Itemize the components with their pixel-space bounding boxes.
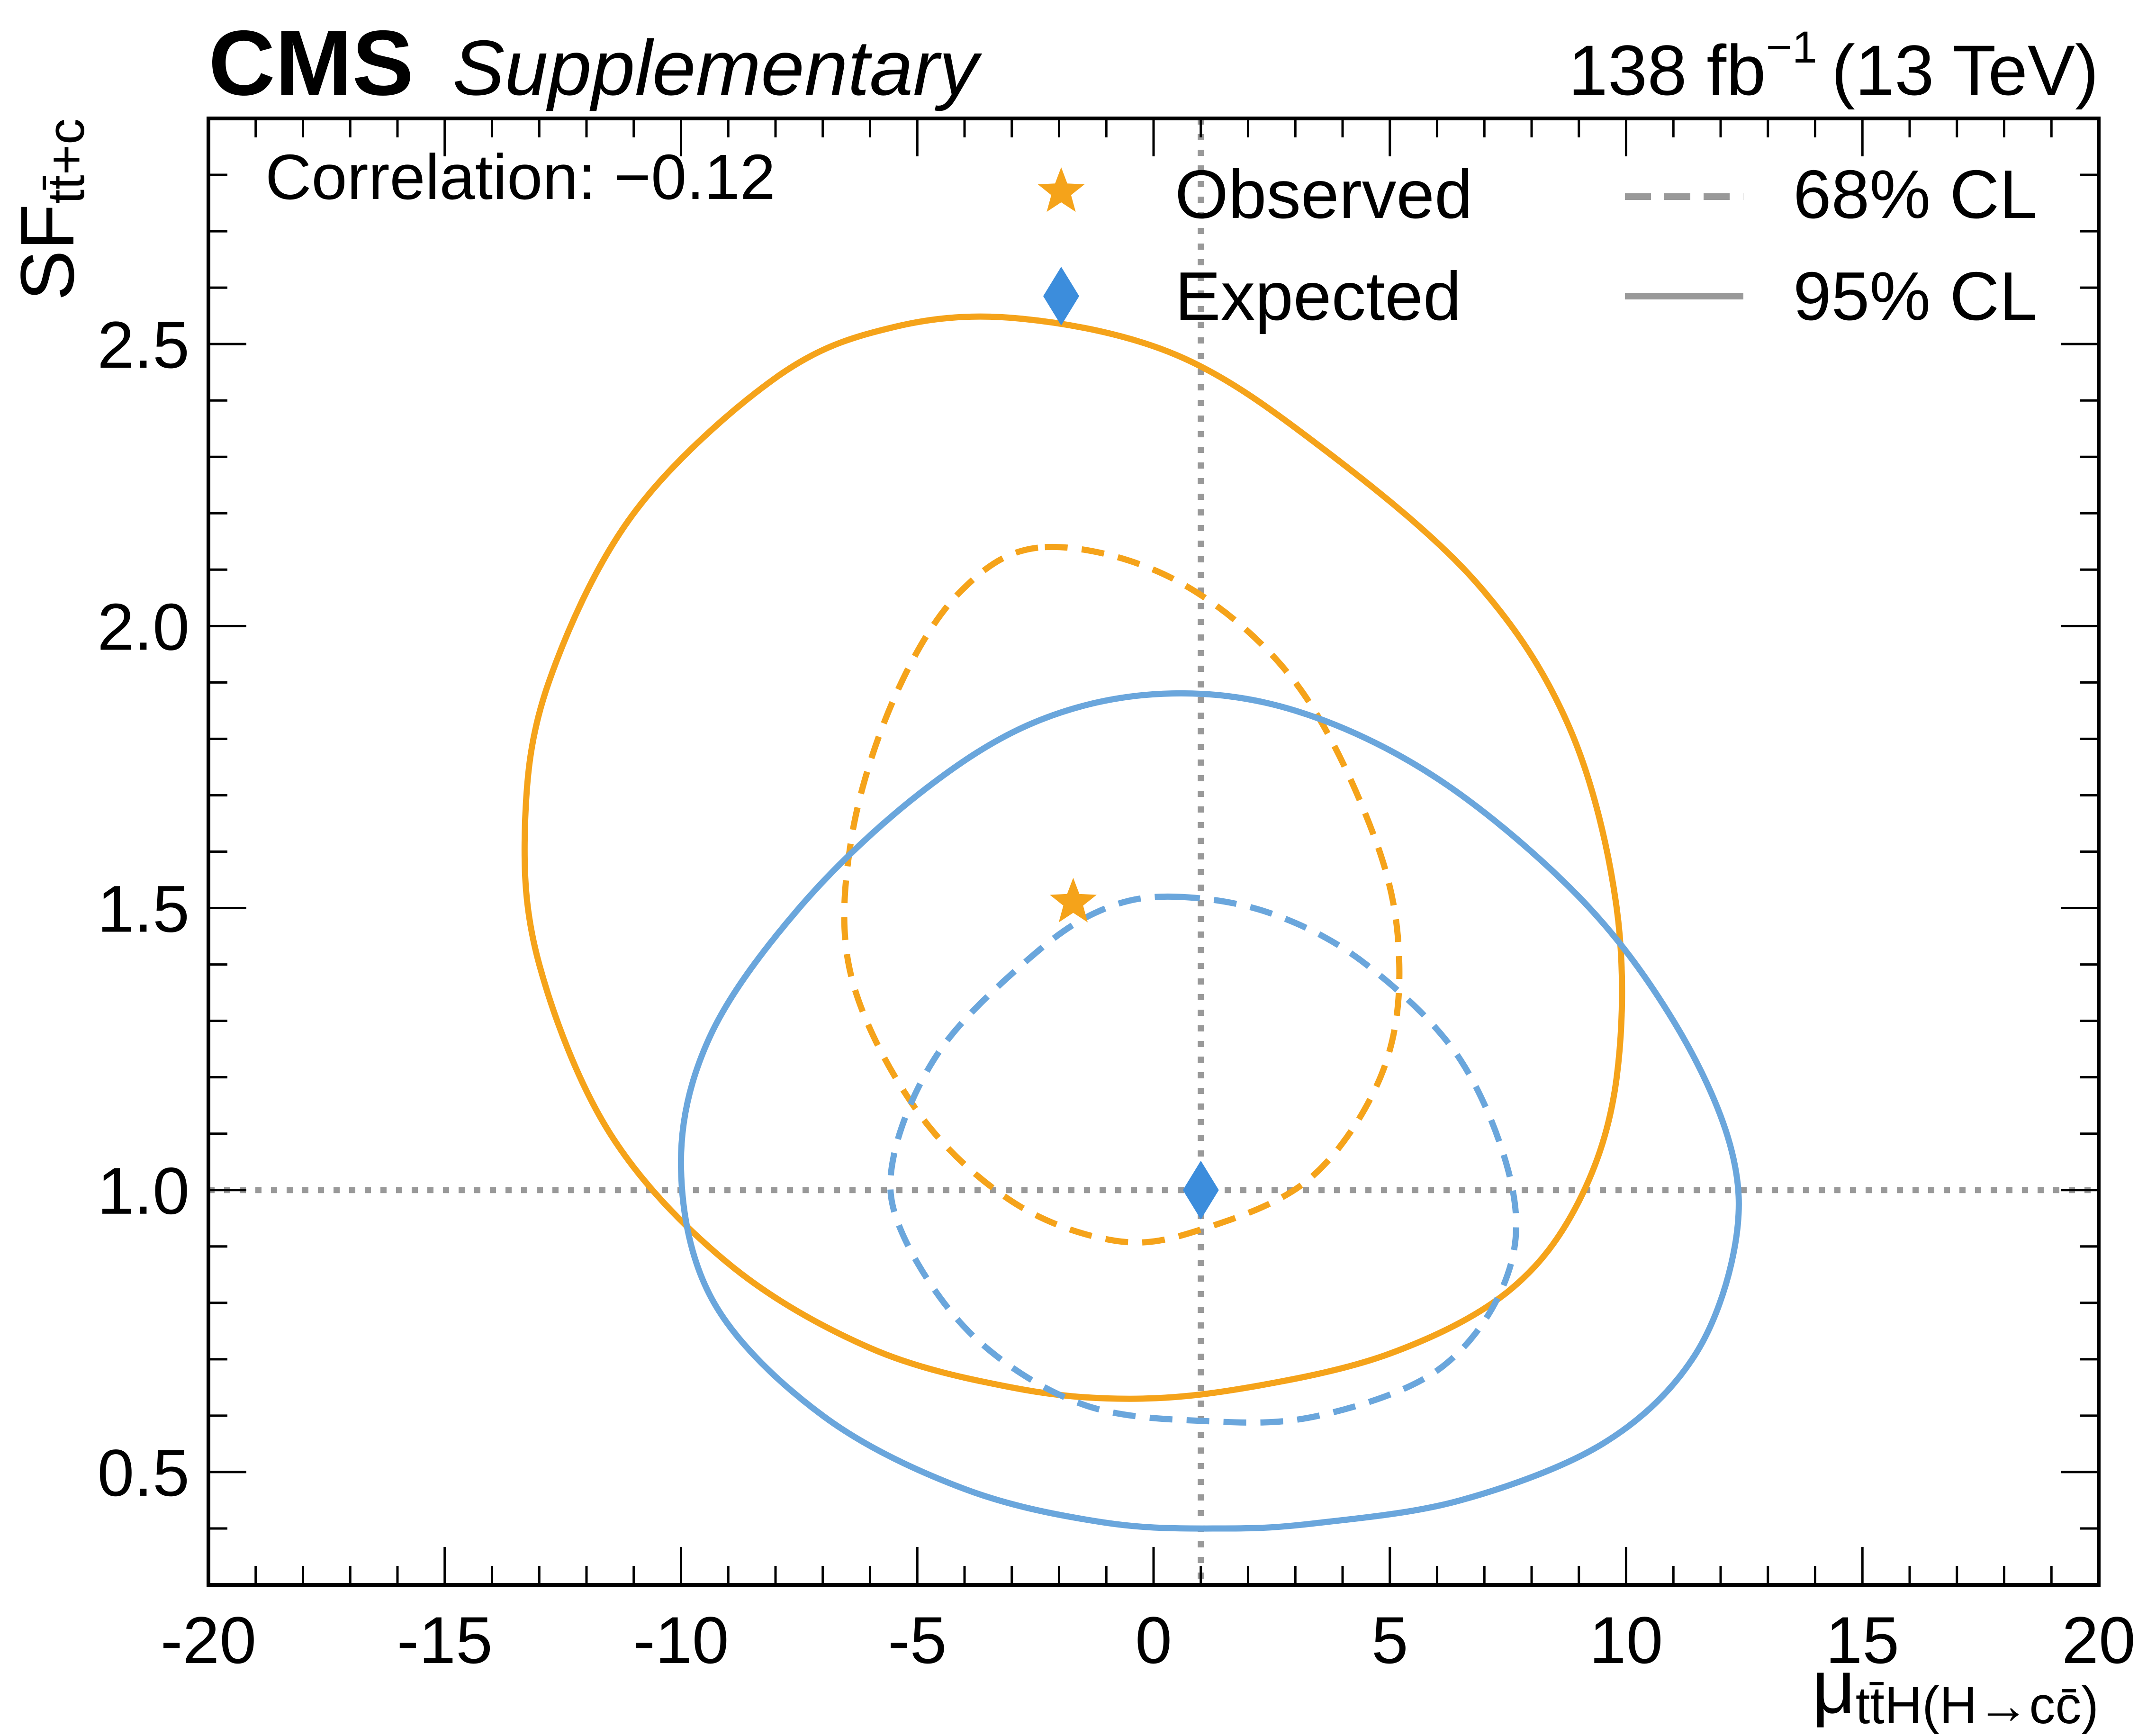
legend-68-label: 68% CL [1793, 156, 2038, 233]
x-axis-ticks: -20 -15 -10 -5 0 5 10 15 20 [161, 118, 2136, 1677]
legend-expected-diamond-icon [1043, 267, 1079, 326]
contour-observed-68 [841, 543, 1403, 1246]
x-tick-label: 5 [1371, 1603, 1408, 1677]
correlation-annotation: Correlation: −0.12 [265, 141, 776, 213]
legend-observed-star-icon [1037, 167, 1085, 212]
x-axis-label-main: μ [1812, 1644, 1856, 1729]
points-group [1050, 877, 1219, 1220]
observed-point-star [1050, 877, 1097, 922]
y-tick-label: 0.5 [97, 1436, 189, 1510]
x-tick-label: -15 [397, 1603, 493, 1677]
y-tick-label: 1.0 [97, 1154, 189, 1228]
x-axis-label-sub: tt̄H(H→cc̄) [1856, 1676, 2099, 1735]
plot-frame [207, 117, 2101, 1587]
experiment-label: CMS [208, 11, 414, 115]
luminosity-label: 138 fb−1 (13 TeV) [1568, 22, 2099, 110]
legend: Observed Expected 68% CL 95% CL [1037, 156, 2038, 335]
contours-group [521, 313, 1742, 1532]
legend-expected-label: Expected [1175, 258, 1461, 335]
y-axis-label-sub: tt̄+c [37, 118, 95, 204]
x-tick-label: -20 [161, 1603, 256, 1677]
reference-lines [208, 118, 2099, 1585]
y-axis-label: SFtt̄+c [5, 118, 95, 301]
y-tick-label: 2.5 [97, 307, 189, 382]
x-tick-label: 0 [1135, 1603, 1172, 1677]
legend-95-label: 95% CL [1793, 258, 2038, 335]
energy-value: (13 TeV) [1831, 30, 2099, 110]
x-tick-label: 20 [2062, 1603, 2136, 1677]
x-tick-label: -5 [888, 1603, 947, 1677]
tag-label: Supplementary [452, 24, 982, 111]
x-tick-label: 10 [1589, 1603, 1663, 1677]
contour-observed-95 [521, 313, 1625, 1402]
contour-expected-68 [887, 893, 1519, 1426]
lumi-exponent: −1 [1766, 22, 1817, 72]
y-axis-ticks: 0.5 1.0 1.5 2.0 2.5 [97, 117, 2099, 1586]
lumi-value: 138 fb [1568, 30, 1766, 110]
x-axis-label: μtt̄H(H→cc̄) [1812, 1644, 2099, 1735]
legend-observed-label: Observed [1175, 156, 1473, 233]
y-tick-label: 1.5 [97, 872, 189, 946]
expected-point-diamond [1182, 1160, 1219, 1220]
y-tick-label: 2.0 [97, 589, 189, 664]
contour-expected-95 [677, 690, 1742, 1532]
x-tick-label: -10 [633, 1603, 729, 1677]
x-tick-label: 15 [1825, 1603, 1899, 1677]
y-axis-label-main: SF [5, 204, 90, 300]
